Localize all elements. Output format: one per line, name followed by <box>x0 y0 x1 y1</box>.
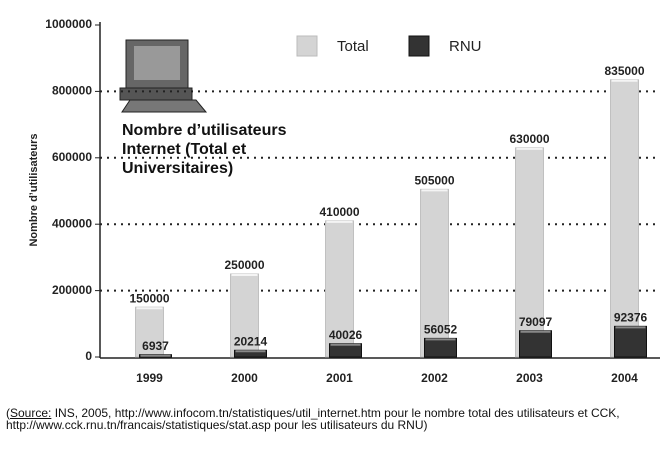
bar <box>424 337 457 358</box>
x-tick-label: 2002 <box>421 371 448 385</box>
x-tick-label: 1999 <box>136 371 163 385</box>
legend-swatch <box>408 35 430 57</box>
y-tick-label: 1000000 <box>45 17 92 31</box>
value-label: 92376 <box>614 311 648 325</box>
value-label: 410000 <box>319 205 359 219</box>
value-label: 150000 <box>129 291 169 305</box>
legend-swatch <box>296 35 318 57</box>
value-label: 40026 <box>329 328 363 342</box>
bar <box>519 330 552 358</box>
source-label: Source: <box>10 406 52 420</box>
value-label: 20214 <box>234 334 268 348</box>
x-tick-label: 2004 <box>611 371 638 385</box>
source-text: INS, 2005, http://www.infocom.tn/statist… <box>6 406 620 432</box>
chart-title: Nombre d’utilisateurs Internet (Total et… <box>122 122 287 177</box>
value-label: 250000 <box>224 258 264 272</box>
value-label: 79097 <box>519 315 553 329</box>
y-tick-label: 400000 <box>52 216 92 230</box>
legend-label: Total <box>337 38 369 55</box>
y-tick-label: 200000 <box>52 283 92 297</box>
bar <box>420 188 449 358</box>
x-tick-label: 2003 <box>516 371 543 385</box>
x-tick-label: 2000 <box>231 371 258 385</box>
y-tick-label: 600000 <box>52 150 92 164</box>
y-tick-label: 800000 <box>52 84 92 98</box>
computer-icon <box>119 39 208 113</box>
x-tick-label: 2001 <box>326 371 353 385</box>
value-label: 505000 <box>414 174 454 188</box>
source-note: (Source: INS, 2005, http://www.infocom.t… <box>6 406 620 432</box>
bar <box>614 325 647 358</box>
value-label: 835000 <box>604 64 644 78</box>
y-tick-label: 0 <box>85 349 92 363</box>
bar <box>515 147 544 358</box>
value-label: 630000 <box>509 132 549 146</box>
legend-label: RNU <box>449 38 482 55</box>
bar <box>230 273 259 358</box>
y-axis-label: Nombre d’utilisateurs <box>28 133 40 246</box>
value-label: 56052 <box>424 323 458 337</box>
value-label: 6937 <box>142 339 169 353</box>
chart: Nombre d’utilisateurs 0 200000 400000 60000… <box>28 17 660 385</box>
bar <box>610 79 639 358</box>
